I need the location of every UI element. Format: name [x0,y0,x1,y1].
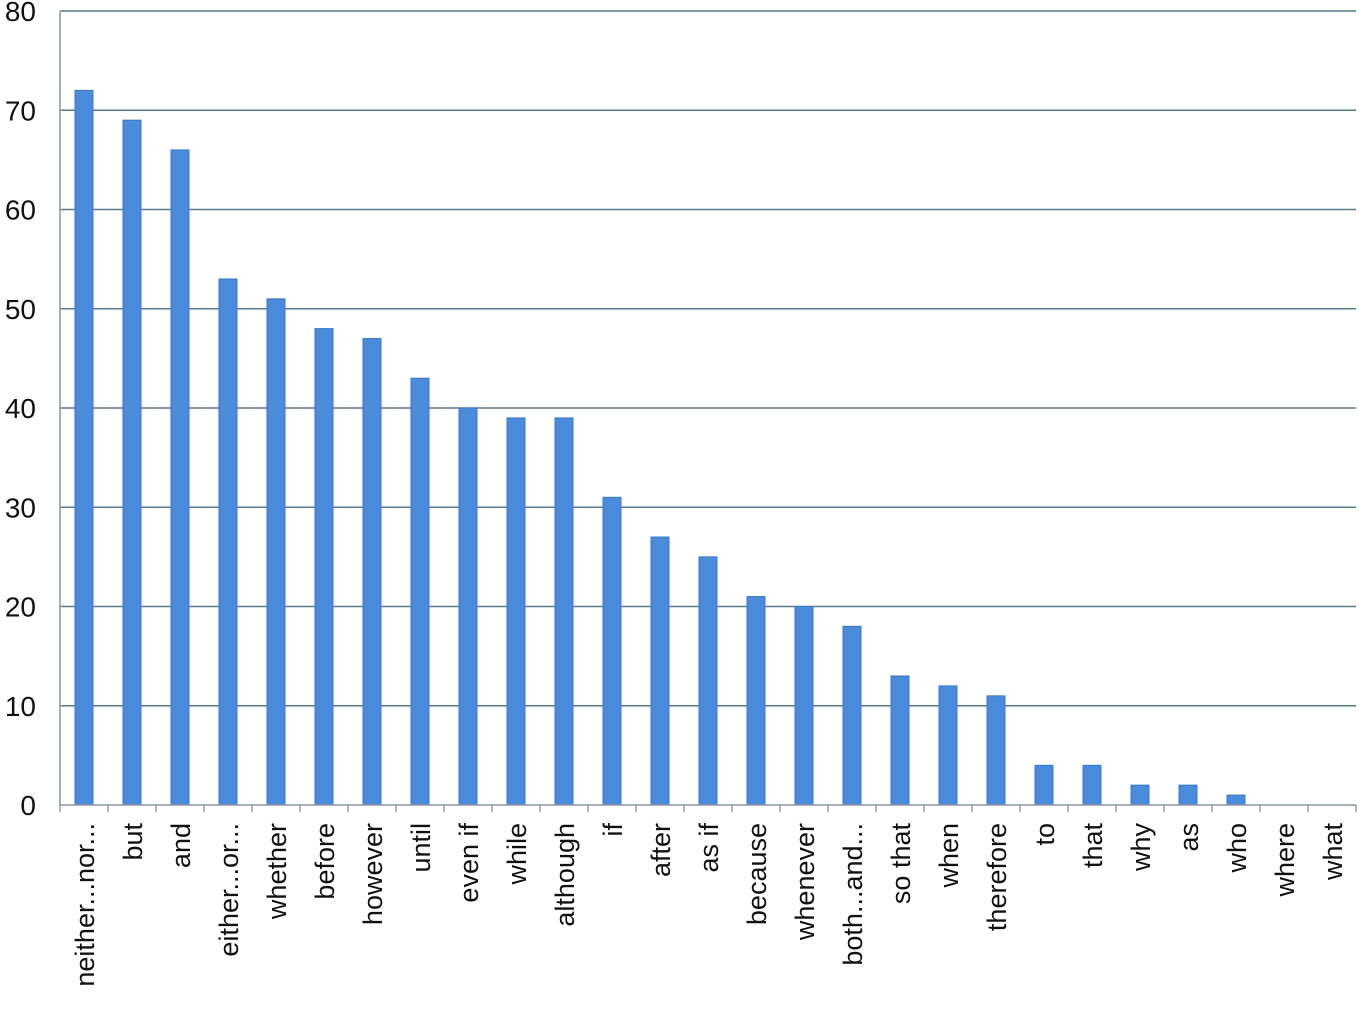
bar [554,417,574,806]
x-tick-label: because [742,823,772,925]
x-tick-label: but [118,823,148,861]
bar [650,536,670,806]
bar [218,278,238,806]
y-tick-labels: 0 10 20 30 40 50 60 70 80 [5,0,36,821]
bar [842,625,862,806]
x-tick-label: after [646,823,676,877]
bar [74,89,94,806]
x-tick-label: either...or... [214,823,244,957]
bar [890,675,910,806]
bar [746,596,766,806]
bars [74,89,1246,806]
x-tick-label: whether [262,823,292,920]
x-tick-label: so that [886,823,916,905]
y-tick-label: 70 [5,95,36,126]
bar [1226,794,1246,806]
bar [362,338,382,806]
x-tick-label: as if [694,823,724,873]
bar [1178,784,1198,806]
y-tick-label: 80 [5,0,36,27]
x-tick-labels: neither...nor... but and either...or... whet… [70,823,1348,987]
x-tick-label: before [310,823,340,900]
y-tick-label: 30 [5,492,36,523]
x-tick-label: that [1078,823,1108,869]
x-tick-label: who [1222,823,1252,874]
bar [122,119,142,806]
bar [1130,784,1150,806]
x-tick-label: if [598,823,628,837]
bar [1034,764,1054,806]
x-tick-label: whenever [790,823,820,941]
x-tick-label: even if [454,823,484,903]
bar [410,377,430,806]
x-tick-label: what [1318,823,1348,882]
x-tick-label: why [1126,823,1156,873]
bar [314,328,334,806]
y-tick-label: 50 [5,294,36,325]
x-tick-label: although [550,823,580,927]
x-tick-label: when [934,823,964,889]
x-tick-label: and [166,823,196,868]
bar [266,298,286,806]
bar [602,496,622,806]
x-tick-label: where [1270,823,1300,898]
x-tick-label: to [1030,823,1060,846]
bar [170,149,190,806]
x-tick-label: however [358,823,388,925]
bar [986,695,1006,806]
bar [938,685,958,806]
x-tick-label: both...and... [838,823,868,966]
x-tick-label: until [406,823,436,873]
x-tick-label: therefore [982,823,1012,931]
axes [59,11,1357,812]
bar [458,407,478,806]
x-tick-label: neither...nor... [70,823,100,987]
y-tick-label: 0 [20,790,36,821]
bar [794,606,814,806]
bar [698,556,718,806]
y-tick-label: 60 [5,195,36,226]
y-tick-label: 10 [5,691,36,722]
x-tick-label: as [1174,823,1204,852]
y-tick-label: 20 [5,592,36,623]
bar [1082,764,1102,806]
x-tick-label: while [502,823,532,886]
y-tick-label: 40 [5,393,36,424]
bar [506,417,526,806]
